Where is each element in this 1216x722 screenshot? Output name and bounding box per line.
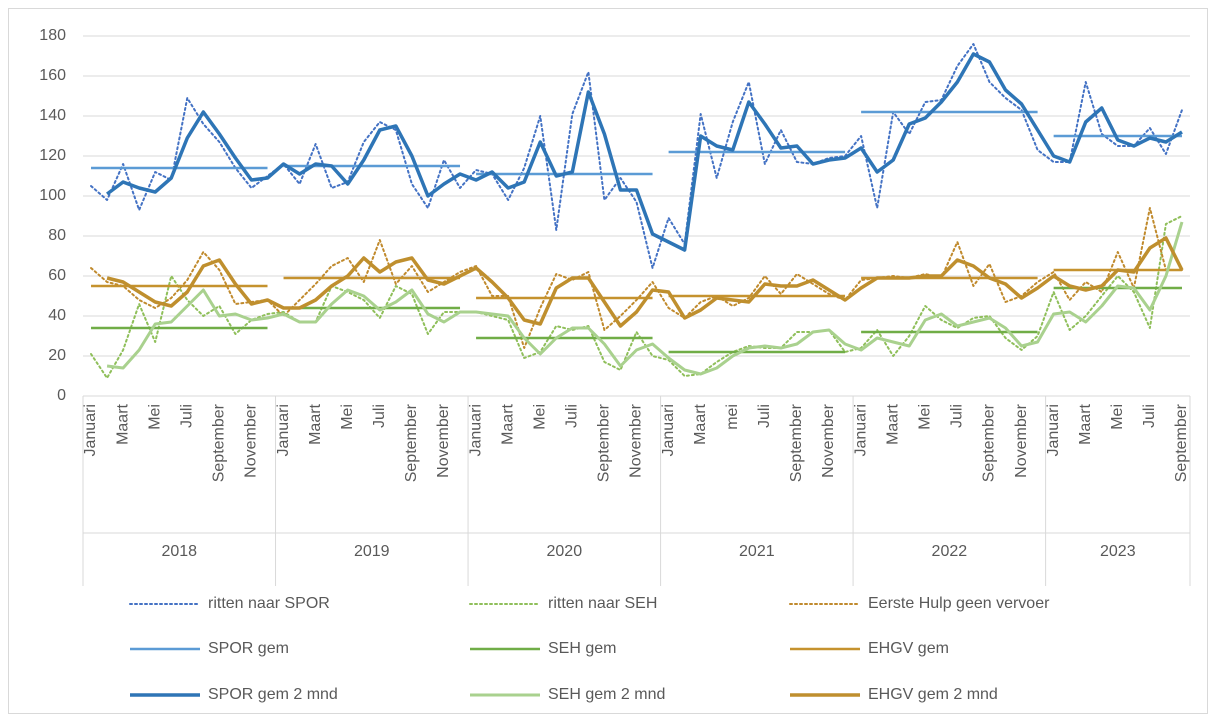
chart-border (8, 8, 1208, 714)
x-tick-label: Juli (756, 404, 773, 428)
x-tick-label: Januari (467, 404, 484, 456)
x-tick-label: November (243, 403, 260, 477)
x-tick-label: Januari (82, 404, 99, 456)
y-tick-label: 80 (48, 227, 66, 244)
legend-label: SEH gem (548, 640, 616, 657)
y-tick-label: 100 (39, 187, 66, 204)
x-tick-label: Maart (499, 403, 516, 444)
group-label: 2020 (547, 543, 583, 560)
y-tick-label: 60 (48, 267, 66, 284)
x-tick-label: Maart (114, 403, 131, 444)
x-tick-label: Maart (1077, 403, 1094, 444)
group-label: 2018 (161, 543, 197, 560)
x-tick-label: Maart (884, 403, 901, 444)
x-tick-label: Mei (531, 404, 548, 430)
y-tick-label: 40 (48, 307, 66, 324)
y-tick-label: 120 (39, 147, 66, 164)
group-label: 2023 (1100, 543, 1136, 560)
x-tick-label: November (1013, 403, 1030, 477)
legend-label: SPOR gem (208, 640, 289, 657)
group-label: 2019 (354, 543, 390, 560)
x-tick-label: September (981, 403, 998, 482)
x-tick-label: Mei (1109, 404, 1126, 430)
x-tick-label: September (1173, 403, 1190, 482)
legend-label: SPOR gem 2 mnd (208, 686, 338, 703)
x-tick-label: September (788, 403, 805, 482)
x-tick-label: Januari (275, 404, 292, 456)
x-tick-label: September (211, 403, 228, 482)
x-tick-label: Juli (949, 404, 966, 428)
x-tick-label: November (435, 403, 452, 477)
x-tick-label: Mei (146, 404, 163, 430)
series-line (91, 286, 1182, 354)
legend-label: ritten naar SPOR (208, 595, 330, 612)
x-tick-label: Mei (917, 404, 934, 430)
x-tick-label: Juli (1141, 404, 1158, 428)
x-tick-label: mei (724, 404, 741, 430)
x-tick-label: Januari (852, 404, 869, 456)
x-tick-label: September (403, 403, 420, 482)
series-line (91, 268, 1182, 300)
x-tick-label: September (596, 403, 613, 482)
group-label: 2021 (739, 543, 775, 560)
series-line (106, 236, 1184, 328)
group-label: 2022 (932, 543, 968, 560)
x-tick-label: Maart (307, 403, 324, 444)
x-tick-label: Januari (1045, 404, 1062, 456)
legend-label: EHGV gem 2 mnd (868, 686, 998, 703)
x-tick-label: Juli (564, 404, 581, 428)
y-tick-label: 160 (39, 67, 66, 84)
legend-label: Eerste Hulp geen vervoer (868, 595, 1050, 612)
legend-label: SEH gem 2 mnd (548, 686, 665, 703)
legend-label: ritten naar SEH (548, 595, 657, 612)
x-tick-label: November (820, 403, 837, 477)
x-tick-label: Juli (179, 404, 196, 428)
y-tick-label: 180 (39, 27, 66, 44)
x-tick-label: Maart (692, 403, 709, 444)
y-tick-label: 20 (48, 347, 66, 364)
series-line (106, 221, 1184, 376)
x-tick-label: Mei (339, 404, 356, 430)
legend-label: EHGV gem (868, 640, 949, 657)
series-line (106, 52, 1183, 252)
x-tick-label: Juli (371, 404, 388, 428)
series-line (90, 215, 1183, 379)
x-tick-label: Januari (660, 404, 677, 456)
y-tick-label: 0 (57, 387, 66, 404)
series-line (90, 207, 1183, 349)
y-tick-label: 140 (39, 107, 66, 124)
x-tick-label: November (628, 403, 645, 477)
